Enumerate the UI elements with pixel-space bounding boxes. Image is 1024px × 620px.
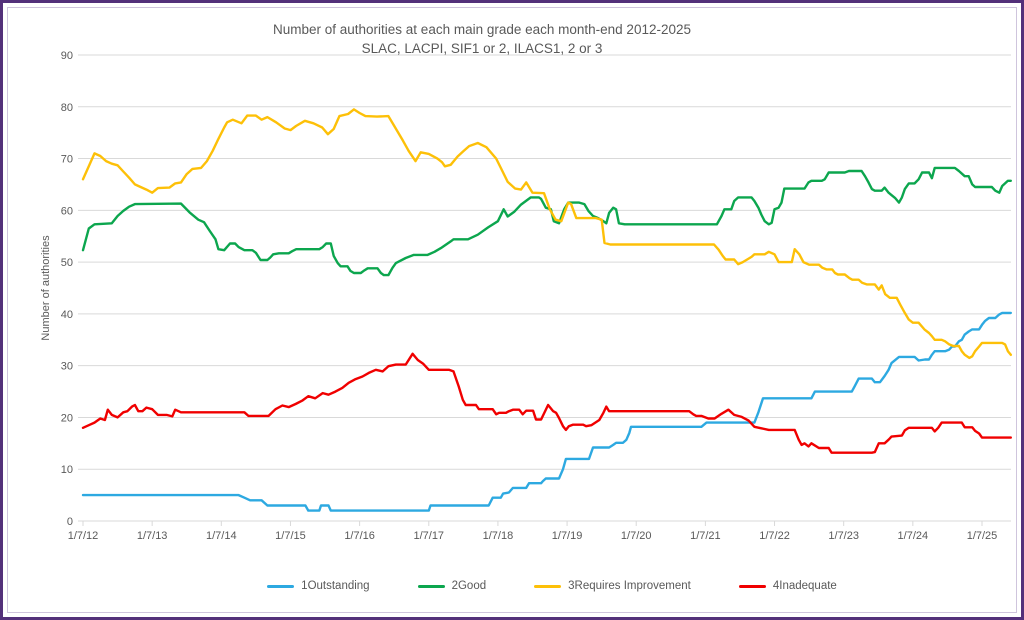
legend-line-swatch: [534, 584, 562, 588]
series-line-1outstanding: [81, 311, 1012, 512]
y-tick-label: 20: [61, 412, 73, 424]
series-line-4inadequate: [81, 352, 1012, 454]
x-tick-label: 1/7/24: [898, 530, 929, 542]
legend-label: 2Good: [451, 580, 487, 592]
y-tick-label: 90: [61, 50, 73, 62]
x-tick-label: 1/7/16: [344, 530, 375, 542]
legend-item: 2Good: [417, 580, 487, 592]
x-tick-label: 1/7/14: [206, 530, 237, 542]
legend: 1Outstanding 2Good 3Requires Improvement 4I…: [80, 578, 1024, 594]
legend-item: 1Outstanding: [267, 580, 370, 592]
y-tick-label: 40: [61, 309, 73, 321]
legend-label: 3Requires Improvement: [568, 580, 691, 592]
y-tick-label: 70: [61, 154, 73, 166]
series-line-3requires-improvement: [81, 108, 1012, 360]
y-tick-label: 60: [61, 205, 73, 217]
x-tick-label: 1/7/17: [413, 530, 444, 542]
legend-line-swatch: [738, 584, 766, 588]
legend-line-swatch: [417, 584, 445, 588]
legend-item: 3Requires Improvement: [534, 580, 691, 592]
chart-title-block: Number of authorities at each main grade…: [0, 20, 964, 58]
y-tick-label: 80: [61, 102, 73, 114]
legend-item: 4Inadequate: [738, 580, 837, 592]
chart-subtitle: SLAC, LACPI, SIF1 or 2, ILACS1, 2 or 3: [361, 41, 603, 56]
x-tick-label: 1/7/19: [552, 530, 583, 542]
legend-label: 4Inadequate: [772, 580, 837, 592]
x-tick-label: 1/7/18: [483, 530, 514, 542]
y-tick-label: 10: [61, 464, 73, 476]
legend-line-swatch: [267, 584, 295, 588]
series-line-2good: [81, 166, 1012, 277]
x-tick-label: 1/7/21: [690, 530, 721, 542]
y-axis-title: Number of authorities: [40, 235, 52, 341]
x-tick-label: 1/7/22: [759, 530, 790, 542]
x-tick-label: 1/7/12: [68, 530, 99, 542]
x-tick-label: 1/7/25: [967, 530, 998, 542]
legend-label: 1Outstanding: [301, 580, 370, 592]
x-tick-label: 1/7/13: [137, 530, 168, 542]
chart-title: Number of authorities at each main grade…: [272, 22, 691, 37]
y-tick-label: 50: [61, 257, 73, 269]
chart-frame-inner-line: [7, 7, 1017, 613]
x-tick-label: 1/7/20: [621, 530, 652, 542]
x-tick-label: 1/7/23: [828, 530, 859, 542]
x-tick-label: 1/7/15: [275, 530, 306, 542]
y-tick-label: 30: [61, 361, 73, 373]
y-tick-label: 0: [67, 516, 73, 528]
